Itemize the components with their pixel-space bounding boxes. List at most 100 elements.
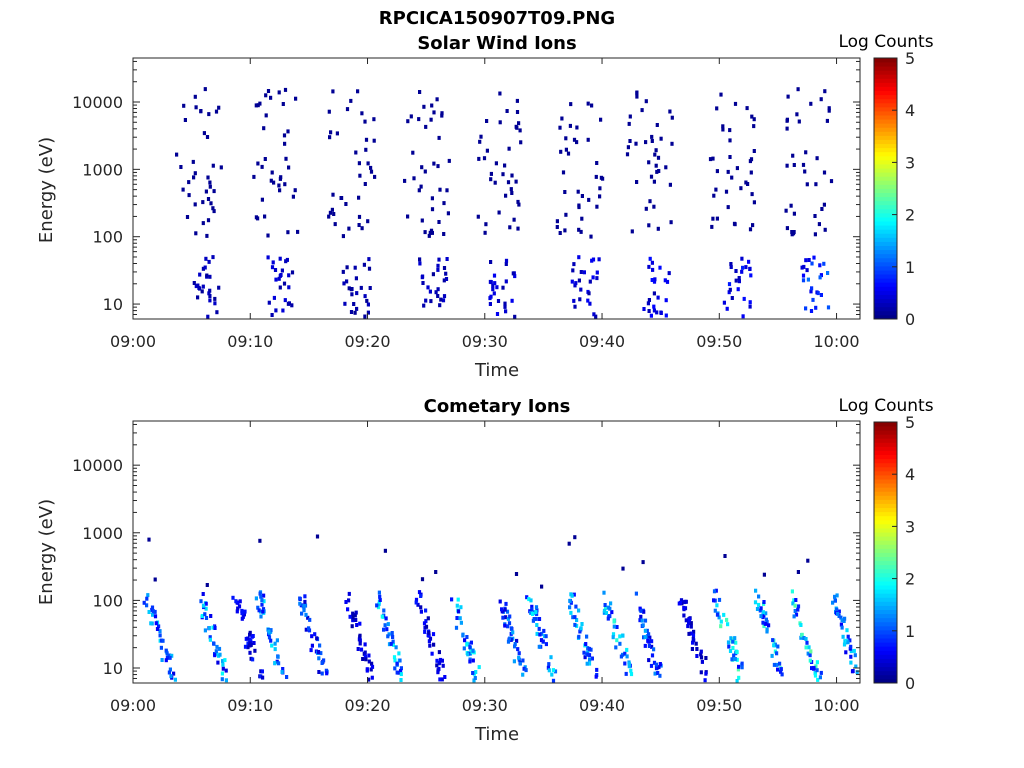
colorbar-swatch xyxy=(874,74,897,79)
heatmap-cell xyxy=(614,645,618,650)
heatmap-cell xyxy=(217,105,221,110)
heatmap-cell xyxy=(804,258,808,263)
heatmap-cell xyxy=(748,267,752,271)
heatmap-cell xyxy=(691,633,696,638)
heatmap-cell xyxy=(652,660,657,665)
heatmap-cell xyxy=(647,223,651,228)
heatmap-cell xyxy=(506,616,510,621)
heatmap-cell xyxy=(648,256,652,261)
colorbar-swatch xyxy=(874,540,897,545)
heatmap-cell xyxy=(281,667,285,671)
heatmap-cell xyxy=(203,612,207,617)
heatmap-cell xyxy=(808,653,812,658)
heatmap-cell xyxy=(580,216,584,221)
colorbar-swatch xyxy=(874,507,897,513)
heatmap-cell xyxy=(366,161,370,166)
heatmap-cell xyxy=(579,287,583,292)
heatmap-cell xyxy=(682,600,686,605)
y-tick-label: 10 xyxy=(103,295,123,314)
heatmap-cell xyxy=(205,583,209,587)
heatmap-cell xyxy=(398,658,402,663)
heatmap-cell xyxy=(793,603,797,608)
y-tick-label: 10000 xyxy=(72,456,123,475)
heatmap-cell xyxy=(208,635,212,640)
heatmap-cell xyxy=(208,637,212,642)
heatmap-cell xyxy=(770,653,774,658)
heatmap-cell xyxy=(754,588,758,593)
heatmap-cell xyxy=(330,207,334,212)
heatmap-cell xyxy=(657,665,661,670)
heatmap-cell xyxy=(514,179,518,184)
heatmap-cell xyxy=(647,309,651,313)
heatmap-cell xyxy=(434,290,438,295)
heatmap-cell xyxy=(576,189,580,194)
heatmap-cell xyxy=(801,278,806,283)
heatmap-cell xyxy=(356,647,360,651)
heatmap-cell xyxy=(748,304,752,309)
heatmap-cell xyxy=(506,639,511,644)
colorbar-swatch xyxy=(874,314,897,320)
heatmap-cell xyxy=(776,644,780,649)
heatmap-cell xyxy=(423,169,427,174)
heatmap-cell xyxy=(516,647,520,652)
heatmap-cell xyxy=(283,298,287,303)
heatmap-cell xyxy=(436,267,440,272)
heatmap-cell xyxy=(512,217,516,222)
heatmap-cell xyxy=(421,274,425,279)
heatmap-cell xyxy=(647,644,651,648)
heatmap-cell xyxy=(193,94,197,99)
colorbar-swatch xyxy=(874,491,897,496)
colorbar-swatch xyxy=(874,143,897,149)
heatmap-cell xyxy=(391,635,395,639)
colorbar-swatch xyxy=(874,552,897,557)
colorbar-swatch xyxy=(874,212,897,218)
heatmap-cell xyxy=(436,263,440,268)
heatmap-cell xyxy=(423,230,427,235)
heatmap-cell xyxy=(793,609,797,613)
heatmap-cell xyxy=(511,630,515,635)
heatmap-cell xyxy=(436,287,440,292)
heatmap-cell xyxy=(750,114,754,119)
heatmap-cell xyxy=(294,96,298,101)
heatmap-cell xyxy=(721,124,725,129)
colorbar-swatch xyxy=(874,102,897,108)
colorbar-tick-label: 2 xyxy=(905,570,915,589)
heatmap-cell xyxy=(711,216,715,221)
heatmap-cell xyxy=(356,89,360,94)
heatmap-cell xyxy=(791,153,795,158)
colorbar-swatch xyxy=(874,233,897,238)
heatmap-cell xyxy=(283,182,287,187)
heatmap-cell xyxy=(561,170,566,175)
heatmap-cell xyxy=(170,653,174,658)
heatmap-cell xyxy=(438,657,443,662)
heatmap-cell xyxy=(270,313,274,317)
colorbar-swatch xyxy=(874,544,897,549)
heatmap-cell xyxy=(260,598,264,603)
heatmap-cell xyxy=(594,674,598,679)
heatmap-cell xyxy=(246,641,250,646)
heatmap-cell xyxy=(259,674,263,679)
heatmap-cell xyxy=(643,628,647,633)
heatmap-cell xyxy=(665,279,670,284)
heatmap-cell xyxy=(739,186,743,191)
colorbar-swatch xyxy=(874,278,897,283)
heatmap-cell xyxy=(704,671,708,676)
colorbar-swatch xyxy=(874,426,897,431)
heatmap-cell xyxy=(749,170,753,175)
heatmap-cell xyxy=(537,626,541,631)
heatmap-cell xyxy=(749,273,753,278)
heatmap-cell xyxy=(577,278,581,283)
heatmap-cell xyxy=(341,269,345,274)
heatmap-cell xyxy=(822,170,827,175)
heatmap-cell xyxy=(635,180,639,184)
colorbar-swatch xyxy=(874,164,897,169)
heatmap-cell xyxy=(603,603,607,607)
heatmap-cell xyxy=(399,678,403,682)
heatmap-cell xyxy=(504,262,508,266)
heatmap-cell xyxy=(185,215,190,219)
heatmap-cell xyxy=(813,673,818,678)
heatmap-cell xyxy=(194,231,198,236)
heatmap-cell xyxy=(785,163,789,168)
heatmap-cell xyxy=(219,165,223,170)
heatmap-cell xyxy=(315,636,319,641)
